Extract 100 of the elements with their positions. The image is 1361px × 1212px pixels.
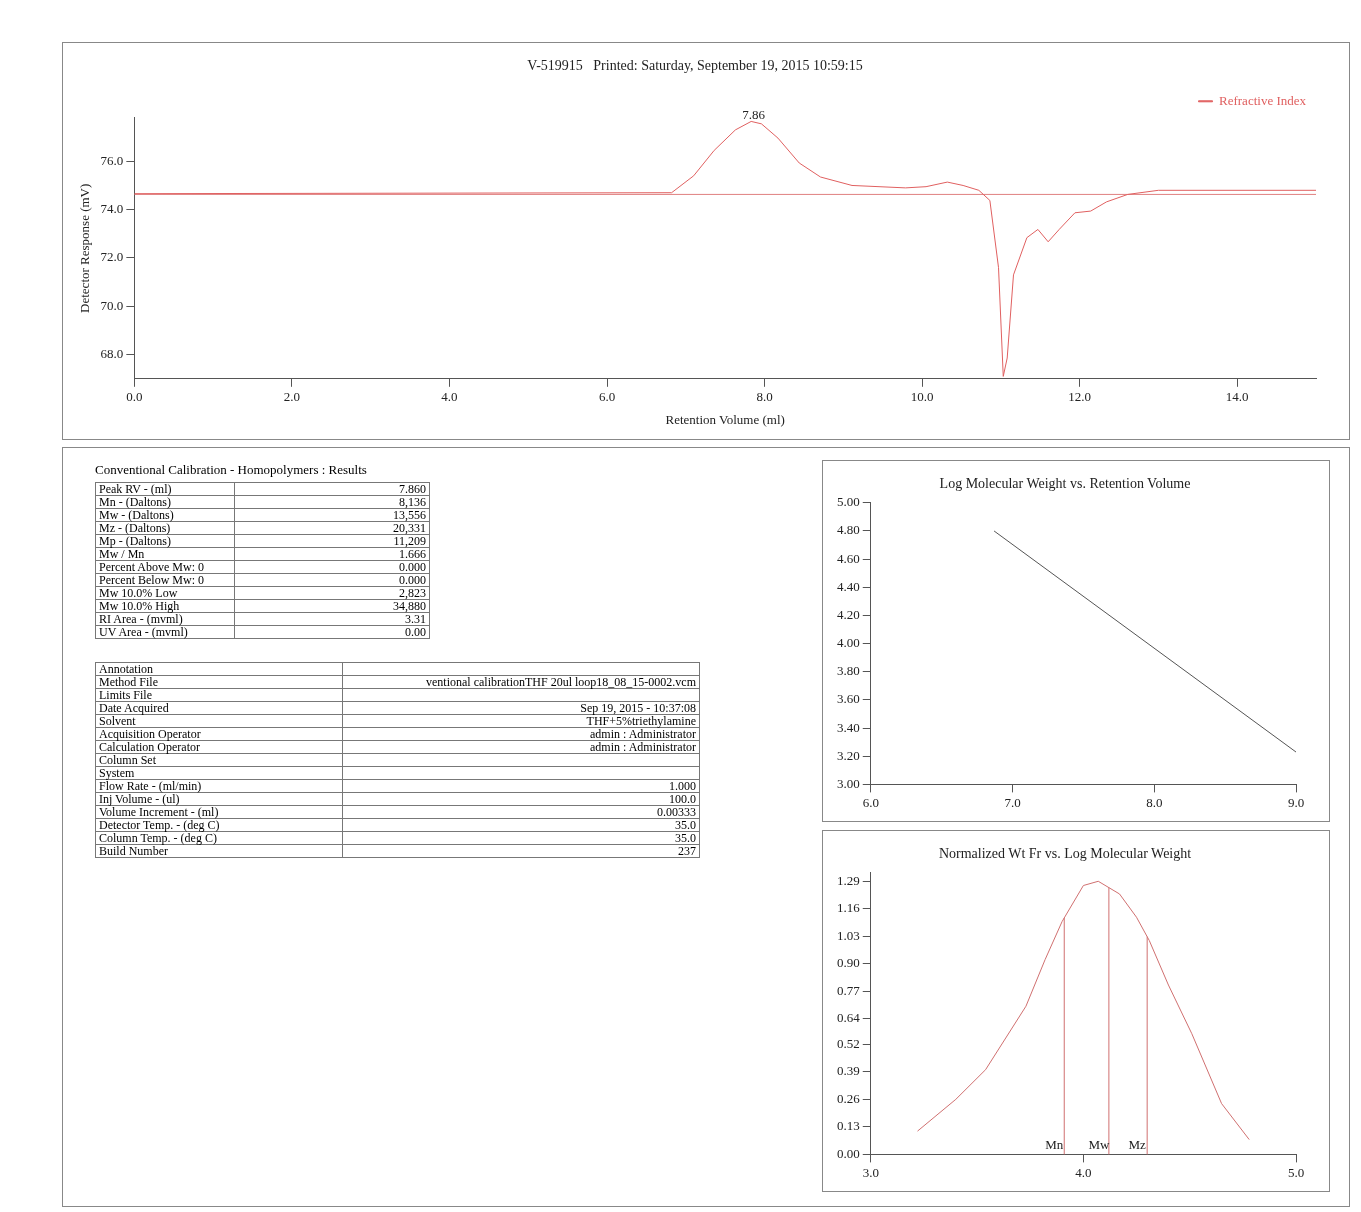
text: 1.000 — [669, 779, 696, 793]
text: admin : Administrator — [590, 727, 696, 741]
y-tick-label: 3.60 — [837, 691, 860, 707]
y-tick-label: 1.29 — [837, 872, 860, 888]
y-tick-label: 3.80 — [837, 663, 860, 679]
x-tick-label: 10.0 — [910, 389, 934, 405]
category-label: Mw / Mn — [95, 547, 235, 561]
text: 3.31 — [405, 612, 426, 626]
category-label: Acquisition Operator — [95, 727, 343, 741]
category-label: Date Acquired — [95, 701, 343, 715]
text: 2,823 — [399, 586, 426, 600]
y-tick-label: 0.00 — [837, 1145, 860, 1161]
y-tick-label: 1.03 — [837, 927, 860, 943]
x-tick-label: 7.0 — [1004, 794, 1021, 810]
category-label: Mz - (Daltons) — [95, 521, 235, 535]
text: 35.0 — [675, 831, 696, 845]
category-label: Percent Above Mw: 0 — [95, 560, 235, 574]
y-tick-label: 4.60 — [837, 550, 860, 566]
category-label: Mp - (Daltons) — [95, 534, 235, 548]
text: 20,331 — [393, 521, 426, 535]
y-tick-label: 4.00 — [837, 635, 860, 651]
annotation: 7.86 — [742, 106, 766, 122]
ref-line-label: Mz — [1128, 1137, 1147, 1153]
category-label: Build Number — [95, 844, 343, 858]
text: 0.00333 — [657, 805, 696, 819]
y-tick-label: 68.0 — [100, 346, 124, 362]
x-tick-label: 9.0 — [1287, 794, 1305, 810]
chart-title: V-519915 Printed: Saturday, September 19, 2015 10:59:15 — [527, 58, 863, 74]
x-tick-label: 14.0 — [1225, 389, 1249, 405]
y-tick-label: 5.00 — [837, 494, 860, 510]
x-tick-label: 2.0 — [283, 389, 301, 405]
text: 1.666 — [399, 547, 426, 561]
y-tick-label: 0.26 — [837, 1090, 861, 1106]
category-label: Mn - (Daltons) — [95, 495, 235, 509]
category-label: Mw 10.0% Low — [95, 586, 235, 600]
text: 11,209 — [393, 534, 426, 548]
x-tick-label: 6.0 — [862, 794, 879, 810]
text: 13,556 — [393, 508, 426, 522]
category-label: Mw 10.0% High — [95, 599, 235, 613]
y-tick-label: 3.00 — [837, 775, 860, 791]
text: Conventional Calibration - Homopolymers : Results — [95, 462, 368, 478]
category-label: Annotation — [95, 662, 343, 676]
y-tick-label: 3.20 — [837, 747, 860, 763]
category-label: System — [95, 766, 343, 780]
y-tick-label: 0.52 — [837, 1035, 860, 1051]
ref-line-label: Mn — [1045, 1137, 1064, 1153]
x-tick-label: 0.0 — [126, 389, 143, 405]
x-tick-label: 4.0 — [441, 389, 458, 405]
text: 8,136 — [399, 495, 426, 509]
y-tick-label: 76.0 — [100, 152, 124, 168]
x-tick-label: 5.0 — [1287, 1164, 1305, 1180]
ref-line-label: Mw — [1088, 1137, 1110, 1153]
x-tick-label: 4.0 — [1075, 1164, 1092, 1180]
y-tick-label: 4.40 — [837, 578, 860, 594]
y-tick-label: 72.0 — [100, 249, 124, 265]
category-label: Calculation Operator — [95, 740, 343, 754]
y-tick-label: 1.16 — [837, 900, 861, 916]
x-tick-label: 8.0 — [1146, 794, 1163, 810]
category-label: Percent Below Mw: 0 — [95, 573, 235, 587]
chart-title: Normalized Wt Fr vs. Log Molecular Weight — [938, 846, 1192, 862]
text: ventional calibrationTHF 20ul loop18_08_15-0002.vcm — [426, 675, 696, 689]
x-tick-label: 8.0 — [756, 389, 773, 405]
text: 7.860 — [399, 482, 426, 496]
category-label: Inj Volume - (ul) — [95, 792, 343, 806]
y-tick-label: 3.40 — [837, 719, 860, 735]
text: 100.0 — [669, 792, 696, 806]
chart-title: Log Molecular Weight vs. Retention Volume — [939, 476, 1191, 492]
category-label: Peak RV - (ml) — [95, 482, 235, 496]
category-label: Mw - (Daltons) — [95, 508, 235, 522]
y-tick-label: 4.20 — [837, 606, 860, 622]
y-tick-label: 70.0 — [100, 297, 124, 313]
y-tick-label: 4.80 — [837, 522, 860, 538]
text: 35.0 — [675, 818, 696, 832]
y-tick-label: 74.0 — [100, 201, 124, 217]
y-axis-title: Detector Response (mV) — [77, 183, 93, 313]
text: 0.00 — [405, 625, 426, 639]
text: 237 — [678, 844, 696, 858]
category-label: UV Area - (mvml) — [95, 625, 235, 639]
legend-label: Refractive Index — [1219, 92, 1307, 108]
category-label: RI Area - (mvml) — [95, 612, 235, 626]
category-label: Volume Increment - (ml) — [95, 805, 343, 819]
text: THF+5%triethylamine — [586, 714, 696, 728]
y-tick-label: 0.64 — [837, 1010, 861, 1026]
text: admin : Administrator — [590, 740, 696, 754]
category-label: Method File — [95, 675, 343, 689]
category-label: Column Temp. - (deg C) — [95, 831, 343, 845]
y-tick-label: 0.90 — [837, 955, 860, 971]
x-tick-label: 12.0 — [1068, 389, 1092, 405]
x-tick-label: 3.0 — [862, 1164, 879, 1180]
text: 0.000 — [399, 573, 426, 587]
y-tick-label: 0.39 — [837, 1063, 860, 1079]
y-tick-label: 0.77 — [837, 982, 861, 998]
category-label: Flow Rate - (ml/min) — [95, 779, 343, 793]
text: 0.000 — [399, 560, 426, 574]
x-tick-label: 6.0 — [598, 389, 616, 405]
category-label: Column Set — [95, 753, 343, 767]
x-axis-title: Retention Volume (ml) — [665, 411, 785, 427]
category-label: Limits File — [95, 688, 343, 702]
category-label: Solvent — [95, 714, 343, 728]
y-tick-label: 0.13 — [837, 1118, 860, 1134]
